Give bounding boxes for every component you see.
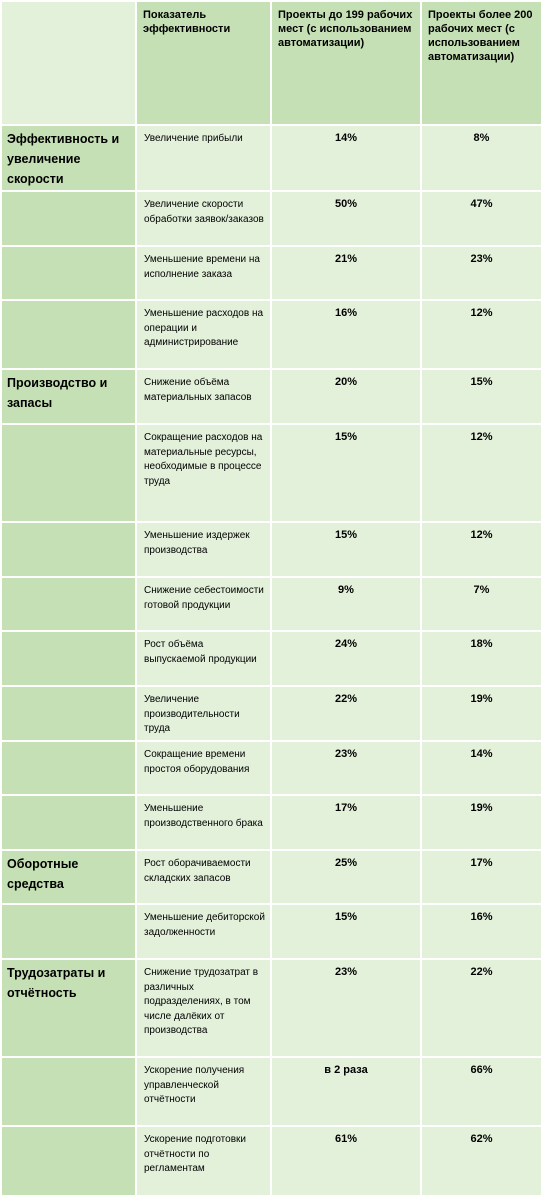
table-row: Ускорение получения управленческой отчёт… [0, 1056, 541, 1127]
indicator-cell: Увеличение производительности труда [135, 685, 272, 742]
large-value-cell: 23% [420, 245, 541, 301]
category-cell [0, 1125, 137, 1197]
indicator-cell: Сокращение времени простоя оборудования [135, 740, 272, 796]
small-value-cell: в 2 раза [270, 1056, 422, 1127]
small-value-cell: 24% [270, 630, 422, 687]
indicator-cell: Рост объёма выпускаемой продукции [135, 630, 272, 687]
category-cell [0, 423, 137, 523]
table-row: Уменьшение дебиторской задолженности 15%… [0, 903, 541, 960]
indicator-cell: Уменьшение производственного брака [135, 794, 272, 851]
table-row: Сокращение времени простоя оборудования … [0, 740, 541, 796]
small-value-cell: 14% [270, 124, 422, 192]
large-value-cell: 47% [420, 190, 541, 247]
category-cell: Эффективность и увеличение скорости [0, 124, 137, 192]
table-row: Производство и запасы Снижение объёма ма… [0, 368, 541, 425]
category-cell [0, 740, 137, 796]
table-row: Трудозатраты и отчётность Снижение трудо… [0, 958, 541, 1058]
indicator-cell: Уменьшение расходов на операции и админи… [135, 299, 272, 370]
small-value-cell: 9% [270, 576, 422, 632]
table-row: Рост объёма выпускаемой продукции 24% 18… [0, 630, 541, 687]
table-row: Сокращение расходов на материальные ресу… [0, 423, 541, 523]
header-small-projects: Проекты до 199 рабочих мест (с использов… [270, 0, 422, 126]
small-value-cell: 21% [270, 245, 422, 301]
large-value-cell: 22% [420, 958, 541, 1058]
small-value-cell: 15% [270, 521, 422, 578]
large-value-cell: 12% [420, 423, 541, 523]
header-indicator: Показатель эффективности [135, 0, 272, 126]
table-row: Уменьшение производственного брака 17% 1… [0, 794, 541, 851]
table-row: Уменьшение расходов на операции и админи… [0, 299, 541, 370]
large-value-cell: 16% [420, 903, 541, 960]
category-cell: Трудозатраты и отчётность [0, 958, 137, 1058]
small-value-cell: 22% [270, 685, 422, 742]
category-cell [0, 685, 137, 742]
indicator-cell: Увеличение прибыли [135, 124, 272, 192]
table-row: Уменьшение времени на исполнение заказа … [0, 245, 541, 301]
table-row: Увеличение производительности труда 22% … [0, 685, 541, 742]
small-value-cell: 23% [270, 958, 422, 1058]
large-value-cell: 19% [420, 794, 541, 851]
small-value-cell: 50% [270, 190, 422, 247]
small-value-cell: 15% [270, 903, 422, 960]
large-value-cell: 12% [420, 521, 541, 578]
small-value-cell: 23% [270, 740, 422, 796]
large-value-cell: 62% [420, 1125, 541, 1197]
large-value-cell: 66% [420, 1056, 541, 1127]
indicator-cell: Ускорение получения управленческой отчёт… [135, 1056, 272, 1127]
category-cell: Оборотные средства [0, 849, 137, 905]
small-value-cell: 16% [270, 299, 422, 370]
header-corner [0, 0, 137, 126]
table-row: Оборотные средства Рост оборачиваемости … [0, 849, 541, 905]
header-large-projects: Проекты более 200 рабочих мест (с исполь… [420, 0, 541, 126]
indicator-cell: Ускорение подготовки отчётности по регла… [135, 1125, 272, 1197]
small-value-cell: 15% [270, 423, 422, 523]
table-row: Эффективность и увеличение скорости Увел… [0, 124, 541, 192]
large-value-cell: 8% [420, 124, 541, 192]
indicator-cell: Уменьшение издержек производства [135, 521, 272, 578]
small-value-cell: 17% [270, 794, 422, 851]
category-cell [0, 576, 137, 632]
indicator-cell: Снижение трудозатрат в различных подразд… [135, 958, 272, 1058]
category-cell [0, 794, 137, 851]
category-cell [0, 1056, 137, 1127]
indicator-cell: Сокращение расходов на материальные ресу… [135, 423, 272, 523]
indicator-cell: Уменьшение времени на исполнение заказа [135, 245, 272, 301]
indicator-cell: Увеличение скорости обработки заявок/зак… [135, 190, 272, 247]
small-value-cell: 61% [270, 1125, 422, 1197]
indicator-cell: Снижение себестоимости готовой продукции [135, 576, 272, 632]
large-value-cell: 18% [420, 630, 541, 687]
category-cell [0, 630, 137, 687]
table-row: Снижение себестоимости готовой продукции… [0, 576, 541, 632]
small-value-cell: 25% [270, 849, 422, 905]
large-value-cell: 7% [420, 576, 541, 632]
table-row: Увеличение скорости обработки заявок/зак… [0, 190, 541, 247]
indicator-cell: Снижение объёма материальных запасов [135, 368, 272, 425]
large-value-cell: 12% [420, 299, 541, 370]
large-value-cell: 19% [420, 685, 541, 742]
header-row: Показатель эффективности Проекты до 199 … [0, 0, 541, 126]
indicator-cell: Рост оборачиваемости складских запасов [135, 849, 272, 905]
category-cell [0, 299, 137, 370]
large-value-cell: 17% [420, 849, 541, 905]
large-value-cell: 14% [420, 740, 541, 796]
category-cell [0, 190, 137, 247]
table-row: Уменьшение издержек производства 15% 12% [0, 521, 541, 578]
small-value-cell: 20% [270, 368, 422, 425]
category-cell [0, 245, 137, 301]
large-value-cell: 15% [420, 368, 541, 425]
category-cell [0, 521, 137, 578]
category-cell [0, 903, 137, 960]
indicator-cell: Уменьшение дебиторской задолженности [135, 903, 272, 960]
category-cell: Производство и запасы [0, 368, 137, 425]
table-row: Ускорение подготовки отчётности по регла… [0, 1125, 541, 1197]
